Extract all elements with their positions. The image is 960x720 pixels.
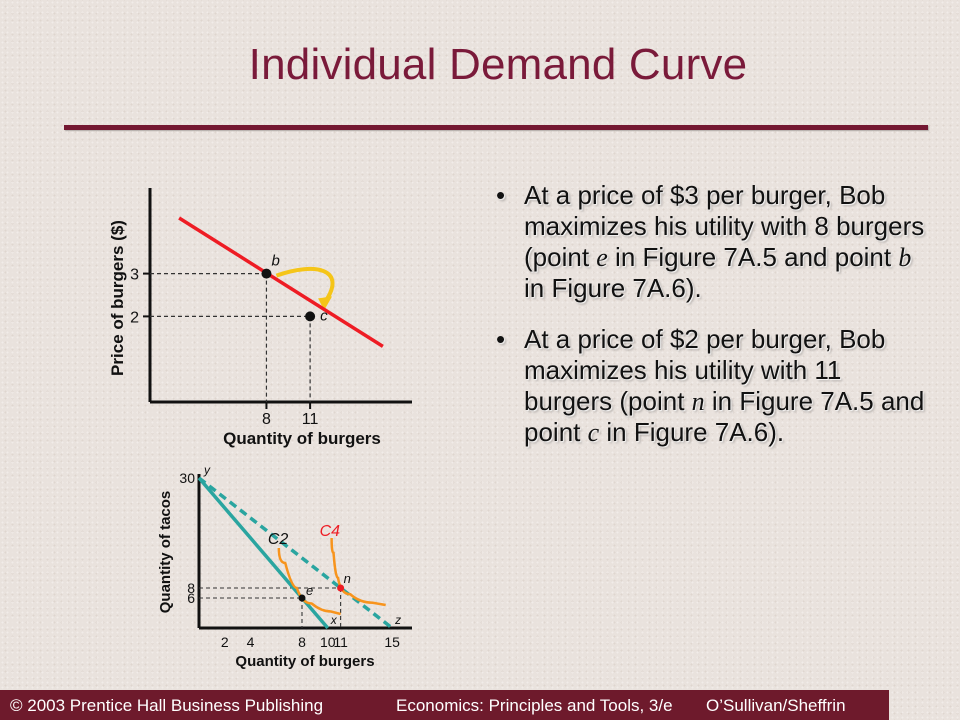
- point-symbol: n: [691, 387, 705, 416]
- demand-line: [178, 216, 384, 348]
- footer-copyright: © 2003 Prentice Hall Business Publishing: [10, 696, 324, 715]
- x-axis-label: Quantity of burgers: [235, 653, 374, 670]
- slide-title: Individual Demand Curve: [248, 40, 748, 89]
- point-symbol: c: [587, 418, 600, 447]
- bullet-symbol: •: [496, 180, 506, 210]
- point-c: [305, 311, 316, 322]
- x-tick-label: 11: [333, 634, 348, 650]
- axis-point-label: x: [330, 613, 338, 627]
- point-b-label: b: [271, 253, 279, 270]
- footer-authors: O’Sullivan/Sheffrin: [706, 696, 846, 715]
- y-axis-label: Price of burgers ($): [108, 220, 127, 376]
- x-tick-label: 10: [320, 634, 336, 650]
- bullet-symbol: •: [496, 324, 506, 354]
- title-divider: [64, 125, 928, 130]
- x-tick-label: 2: [221, 634, 229, 650]
- demand-curve-chart: b c 8 11 3 2 Quantity of burgers Price of …: [108, 188, 412, 448]
- point-symbol: e: [596, 243, 608, 272]
- point-symbol: b: [898, 243, 912, 272]
- x-tick-label: 8: [298, 634, 306, 650]
- y-tick-label: 30: [179, 470, 195, 486]
- y-tick-label: 2: [130, 309, 139, 326]
- budget-line-new: [197, 476, 394, 630]
- curve-label-c2: C2: [268, 531, 289, 548]
- price-change-arrow: [275, 267, 335, 302]
- y-axis-label: Quantity of tacos: [157, 491, 174, 614]
- x-tick-label: 11: [302, 411, 319, 428]
- point-b: [261, 268, 272, 279]
- point-n-label: n: [344, 571, 351, 586]
- indifference-curve-c4: [330, 537, 386, 607]
- x-axis-label: Quantity of burgers: [223, 429, 381, 448]
- point-e: [298, 594, 306, 602]
- axis-point-label: z: [394, 613, 401, 627]
- x-tick-label: 4: [247, 634, 255, 650]
- bullet-item: • At a price of $2 per burger, Bob maxim…: [496, 324, 925, 447]
- y-tick-label: 3: [130, 267, 139, 284]
- x-tick-label: 15: [384, 634, 400, 650]
- x-tick-label: 8: [262, 411, 271, 428]
- point-c-label: c: [320, 307, 328, 324]
- y-tick-label: 6: [187, 590, 195, 606]
- curve-label-c4: C4: [320, 523, 341, 540]
- axis-point-label: y: [203, 463, 211, 477]
- point-n: [337, 584, 345, 592]
- point-e-label: e: [306, 583, 313, 598]
- bullet-list: • At a price of $3 per burger, Bob maxim…: [490, 180, 930, 468]
- footer-book-title: Economics: Principles and Tools, 3/e: [396, 696, 673, 715]
- bullet-item: • At a price of $3 per burger, Bob maxim…: [496, 180, 925, 303]
- footer-bar: © 2003 Prentice Hall Business Publishing…: [0, 690, 889, 720]
- y-tick-label: 8: [187, 580, 195, 596]
- indifference-curve-c2: [277, 547, 341, 616]
- budget-line-original: [197, 476, 330, 630]
- price-change-arrowhead: [318, 296, 333, 311]
